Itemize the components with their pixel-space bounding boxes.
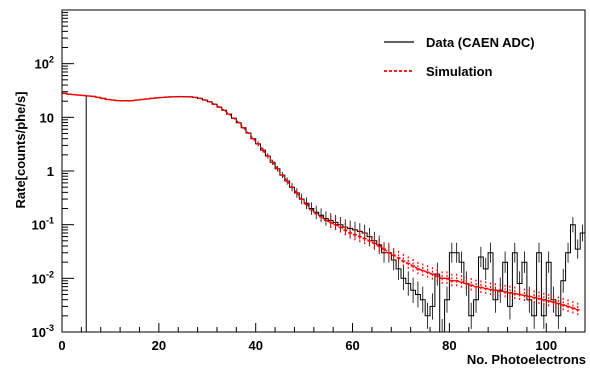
plot-frame [61,9,586,333]
legend: Data (CAEN ADC) Simulation [384,35,535,79]
legend-label-simulation: Simulation [426,64,493,79]
y-tick-label-1: 10-2 [32,269,54,286]
x-tick-label-1: 20 [152,338,166,353]
series-data-line [62,92,585,333]
y-tick-label-2: 10-1 [32,216,54,233]
y-tick-label-3: 1 [47,164,54,179]
axis-layer: 0 20 40 60 80 100 10-3 10-2 10-1 1 10 102 [32,9,586,353]
series-simulation-line [64,92,578,311]
y-tick-label-4: 10 [40,110,54,125]
x-tick-label-4: 80 [442,338,456,353]
legend-label-data: Data (CAEN ADC) [426,35,535,50]
y-axis-label: Rate[counts/phe/s] [13,91,28,208]
plot-area-border [61,9,586,333]
x-axis-label: No. Photoelectrons [467,352,586,367]
x-tick-label-5: 100 [535,338,557,353]
x-tick-label-0: 0 [58,338,65,353]
y-tick-label-0: 10-3 [32,323,54,340]
x-tick-label-2: 40 [248,338,262,353]
series-layer [62,92,585,333]
x-tick-label-3: 60 [345,338,359,353]
y-tick-label-5: 102 [35,55,54,72]
